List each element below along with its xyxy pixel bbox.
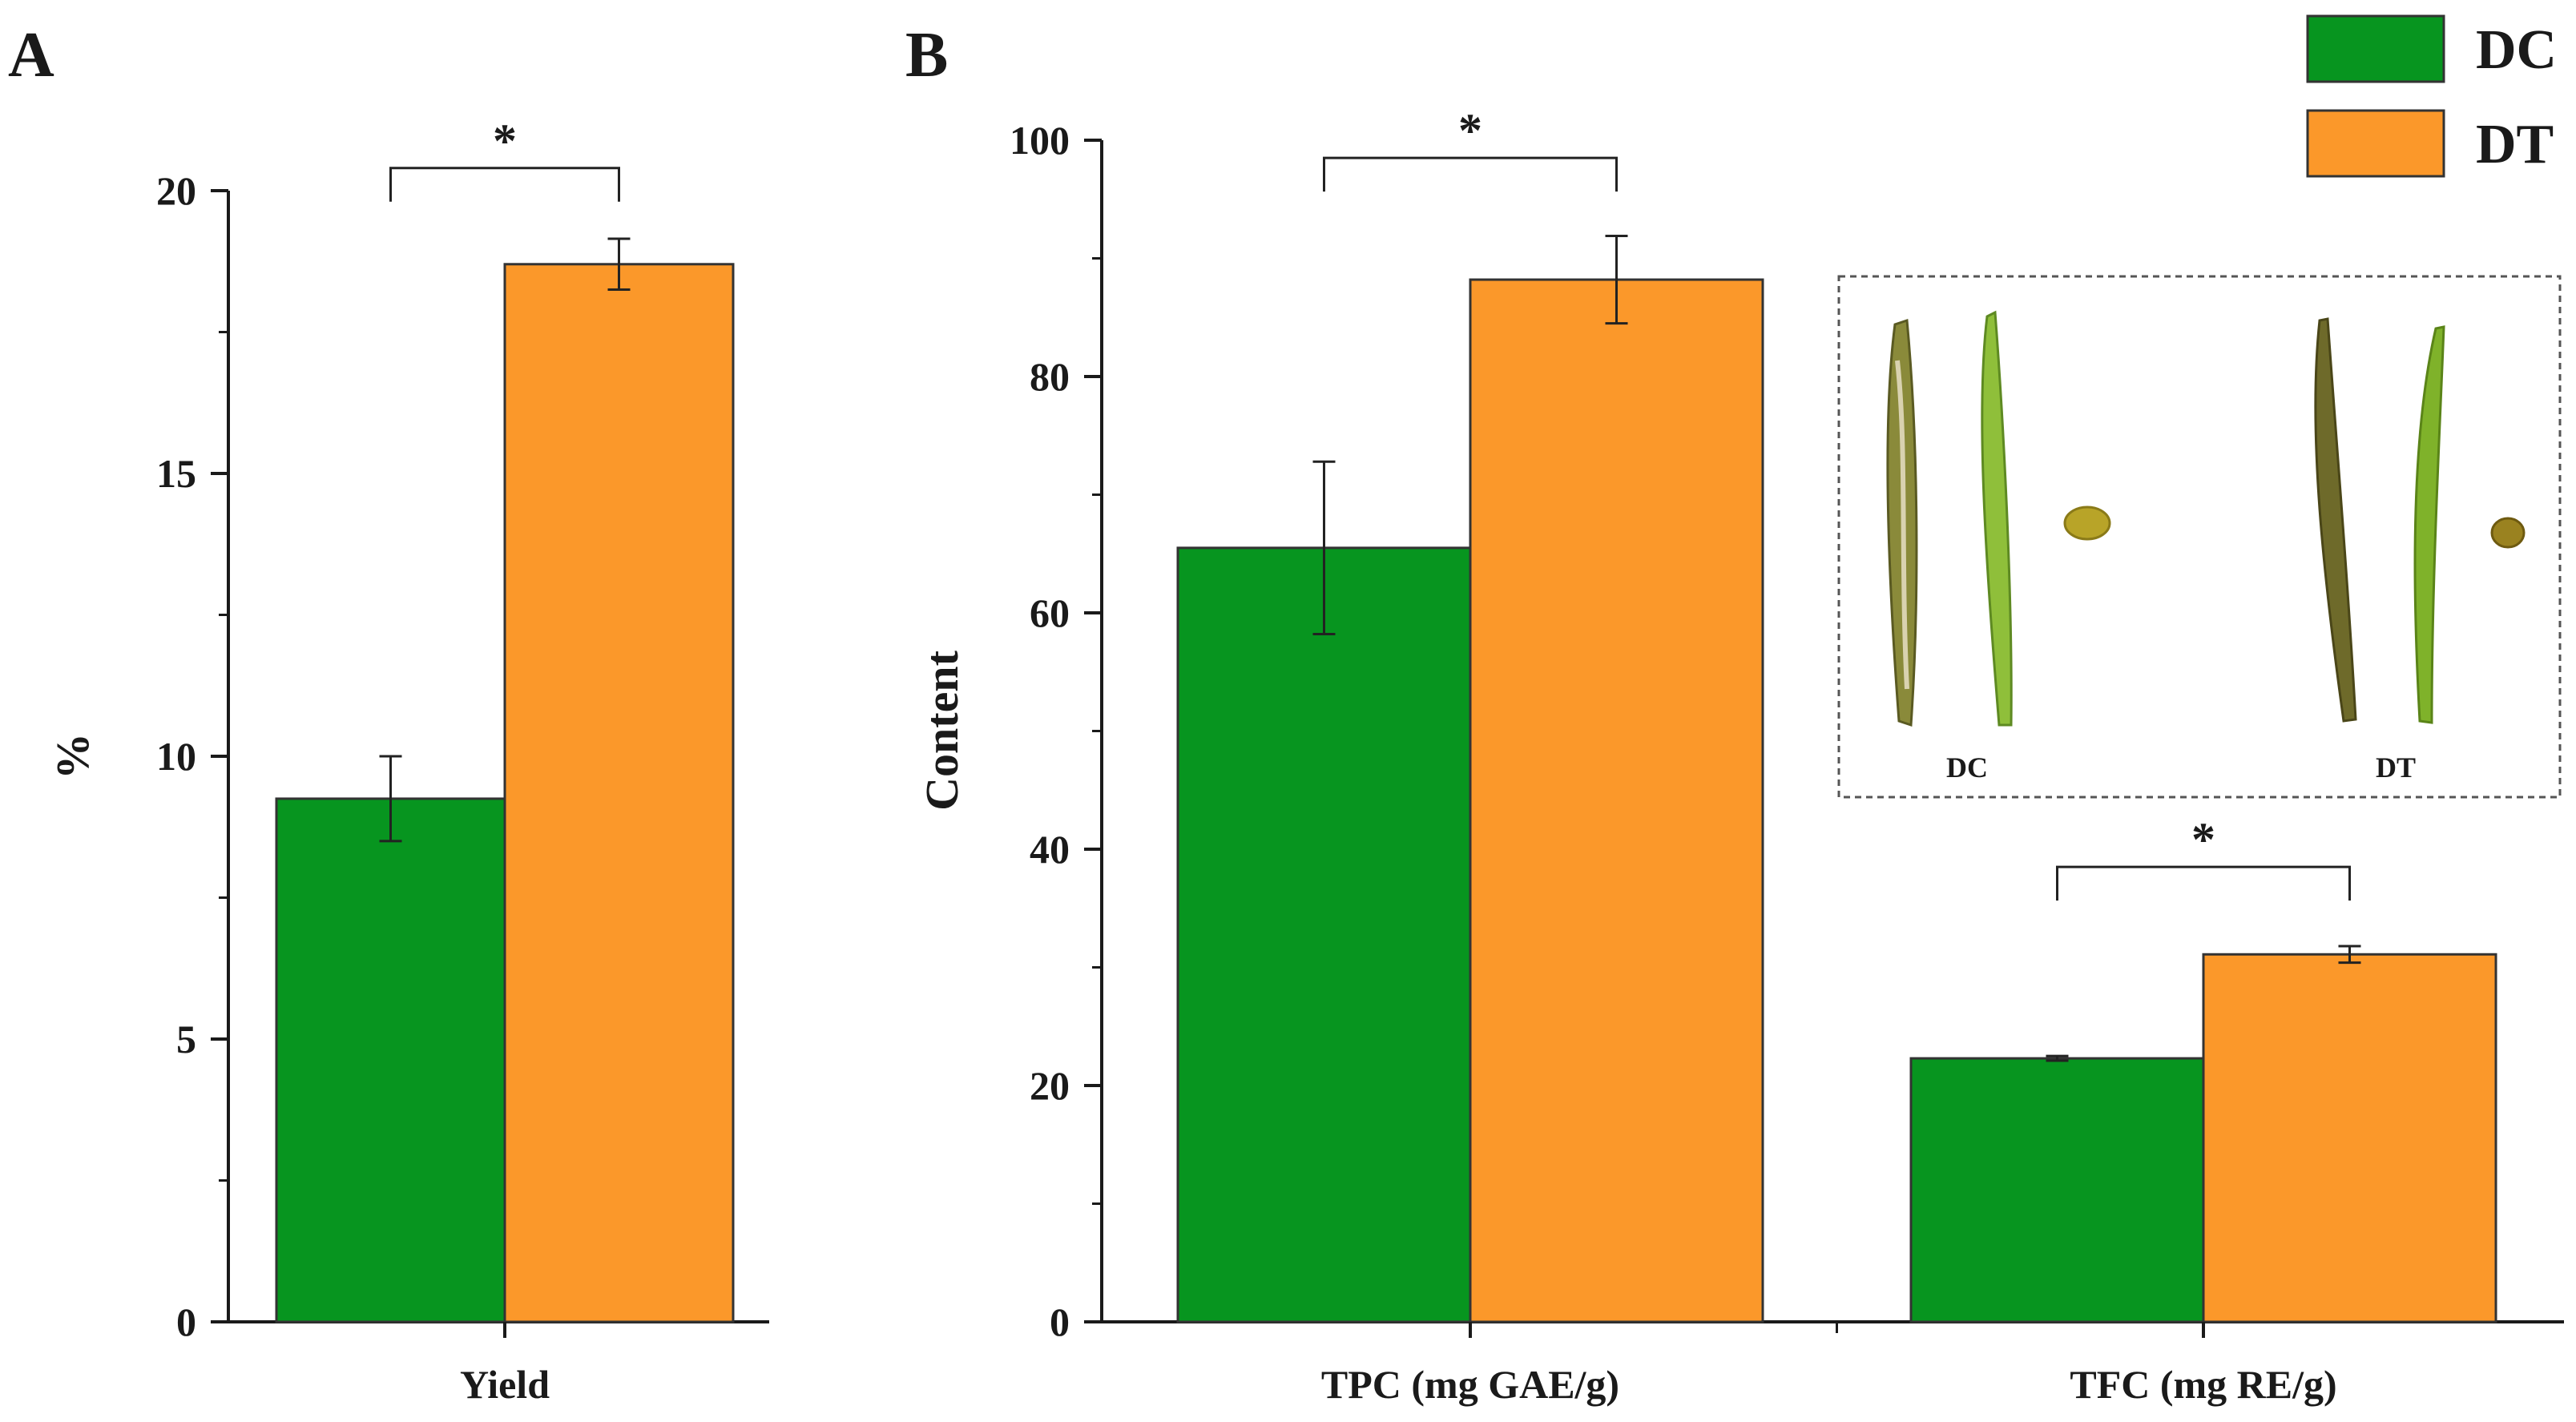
dt-cross-section <box>2490 517 2526 549</box>
y-tick-label: 20 <box>156 168 196 213</box>
x-tick-label: Yield <box>460 1362 550 1407</box>
legend: DC DT <box>2306 14 2557 178</box>
y-tick-label: 0 <box>1050 1299 1070 1344</box>
significance-bracket <box>1323 156 1618 192</box>
inset-label-dt: DT <box>2376 751 2416 784</box>
legend-label-dt: DT <box>2476 114 2554 175</box>
dc-stem <box>1981 310 2013 727</box>
y-tick-label: 5 <box>176 1017 196 1061</box>
legend-swatch-dt <box>2306 109 2445 178</box>
dc-stem-peeled <box>1886 318 1918 727</box>
inset-photo: DC DT <box>1837 275 2562 799</box>
panel-a: A 0 5 10 15 20% Yield * <box>8 20 769 1407</box>
dt-stem <box>2413 325 2445 724</box>
panel-label: A <box>8 20 54 91</box>
y-tick-label: 40 <box>1030 827 1070 872</box>
x-tick-label: TFC (mg RE/g) <box>2070 1362 2336 1407</box>
significance-star: * <box>1458 104 1482 157</box>
x-tick-label: TPC (mg GAE/g) <box>1321 1362 1619 1407</box>
bar-dc <box>1909 1057 2205 1323</box>
bar-dt <box>503 263 735 1323</box>
significance-star: * <box>2191 813 2215 866</box>
y-axis-title: Content <box>916 650 968 810</box>
bar-dc <box>1176 546 1472 1323</box>
y-tick-label: 10 <box>156 734 196 779</box>
y-tick-label: 100 <box>1010 118 1070 163</box>
legend-label-dc: DC <box>2476 19 2557 81</box>
y-tick-label: 0 <box>176 1299 196 1344</box>
inset-label-dc: DC <box>1946 751 1988 784</box>
y-tick-label: 80 <box>1030 354 1070 399</box>
bar-dc <box>275 797 506 1323</box>
bar-dt <box>2202 953 2497 1323</box>
significance-bracket <box>389 167 620 202</box>
significance-bracket <box>2056 865 2351 901</box>
y-tick-label: 15 <box>156 451 196 496</box>
legend-swatch-dc <box>2306 14 2445 83</box>
inset-frame <box>1837 275 2562 799</box>
significance-star: * <box>493 115 517 167</box>
bar-dt <box>1469 278 1764 1323</box>
panel-b: B 0 20 40 60 80 100 Content TPC (mg GAE/g) * TFC (… <box>905 20 2564 1407</box>
y-axis-title: % <box>46 733 99 779</box>
panel-label: B <box>905 20 948 91</box>
dc-cross-section <box>2063 506 2111 541</box>
y-tick-label: 60 <box>1030 590 1070 635</box>
dt-stem-peeled <box>2314 317 2357 723</box>
y-tick-label: 20 <box>1030 1063 1070 1108</box>
